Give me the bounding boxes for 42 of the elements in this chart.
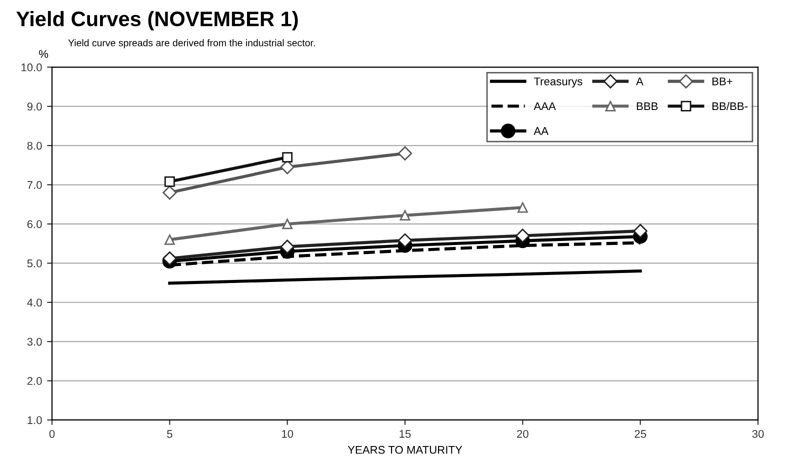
line-series <box>168 269 642 285</box>
point <box>633 224 648 238</box>
x-tick-label: 10 <box>282 430 294 438</box>
point <box>282 152 293 163</box>
y-tick-label: 2.0 <box>27 377 42 385</box>
point <box>164 234 175 245</box>
legend-label: BB/BB- <box>712 102 748 110</box>
y-tick-label: 3.0 <box>27 338 42 346</box>
y-tick-label: 7.0 <box>27 181 42 189</box>
legend-label: BBB <box>636 102 658 110</box>
point <box>164 176 175 187</box>
chart-title: Yield Curves (NOVEMBER 1) <box>16 10 298 30</box>
legend-label: BB+ <box>712 78 732 86</box>
point <box>398 146 412 160</box>
x-tick-label: 25 <box>634 430 646 438</box>
y-tick-label: 1.0 <box>28 416 42 424</box>
point <box>516 228 530 243</box>
point <box>162 186 177 200</box>
legend-label: A <box>636 78 644 86</box>
y-axis-title: % <box>38 50 48 58</box>
point <box>162 251 177 266</box>
legend-label: AAA <box>534 102 556 110</box>
point <box>400 210 410 221</box>
legend-label: Treasurys <box>534 78 582 88</box>
point <box>280 240 294 254</box>
point <box>398 233 412 248</box>
y-tick-label: 4.0 <box>27 298 42 307</box>
y-tick-label: 10.0 <box>22 63 42 72</box>
legend-label: AA <box>534 127 548 135</box>
point <box>282 218 293 230</box>
y-tick-label: 5.0 <box>27 259 42 268</box>
x-tick-label: 5 <box>167 430 172 438</box>
y-tick-label: 6.0 <box>27 220 42 228</box>
x-tick-label: 15 <box>400 430 411 438</box>
x-axis-title: YEARS TO MATURITY <box>348 446 462 454</box>
point <box>517 202 528 213</box>
x-tick-label: 30 <box>752 430 764 438</box>
y-tick-label: 9.0 <box>27 102 42 110</box>
chart-subtitle: Yield curve spreads are derived from the industrial sector. <box>68 39 315 48</box>
x-tick-label: 20 <box>517 430 528 438</box>
x-tick-label: 0 <box>49 430 55 438</box>
y-tick-label: 8.0 <box>27 142 42 150</box>
